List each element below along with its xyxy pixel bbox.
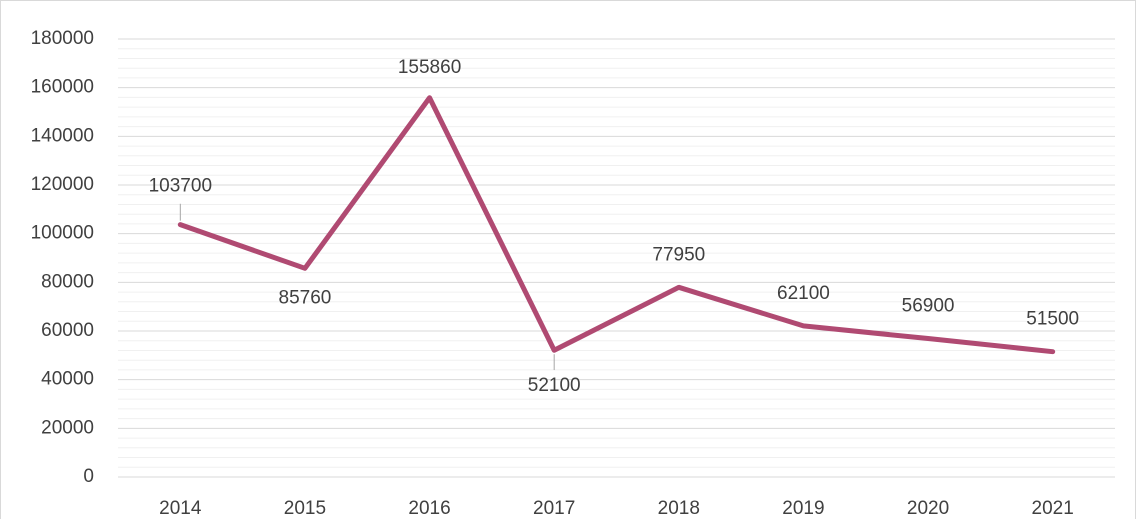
y-tick-label: 180000 <box>31 28 94 49</box>
data-label: 77950 <box>652 244 705 265</box>
y-tick-label: 20000 <box>41 417 94 438</box>
data-label: 51500 <box>1026 309 1079 330</box>
x-tick-label: 2018 <box>658 498 700 519</box>
x-tick-label: 2016 <box>408 498 450 519</box>
x-tick-label: 2021 <box>1032 498 1074 519</box>
data-label: 52100 <box>528 375 581 396</box>
x-tick-label: 2017 <box>533 498 575 519</box>
y-tick-label: 80000 <box>41 271 94 292</box>
data-line <box>177 95 1056 355</box>
y-tick-label: 40000 <box>41 369 94 390</box>
data-label: 56900 <box>902 296 955 317</box>
y-tick-label: 0 <box>83 466 94 487</box>
y-tick-label: 140000 <box>31 125 94 146</box>
data-label: 62100 <box>777 283 830 304</box>
y-tick-label: 160000 <box>31 77 94 98</box>
y-tick-label: 60000 <box>41 320 94 341</box>
data-label: 103700 <box>149 176 212 197</box>
y-tick-label: 100000 <box>31 223 94 244</box>
data-label: 155860 <box>398 57 461 78</box>
x-tick-label: 2019 <box>782 498 824 519</box>
x-tick-label: 2014 <box>159 498 202 519</box>
y-tick-label: 120000 <box>31 174 94 195</box>
data-label: 85760 <box>279 287 332 308</box>
x-tick-label: 2015 <box>284 498 326 519</box>
x-tick-label: 2020 <box>907 498 949 519</box>
